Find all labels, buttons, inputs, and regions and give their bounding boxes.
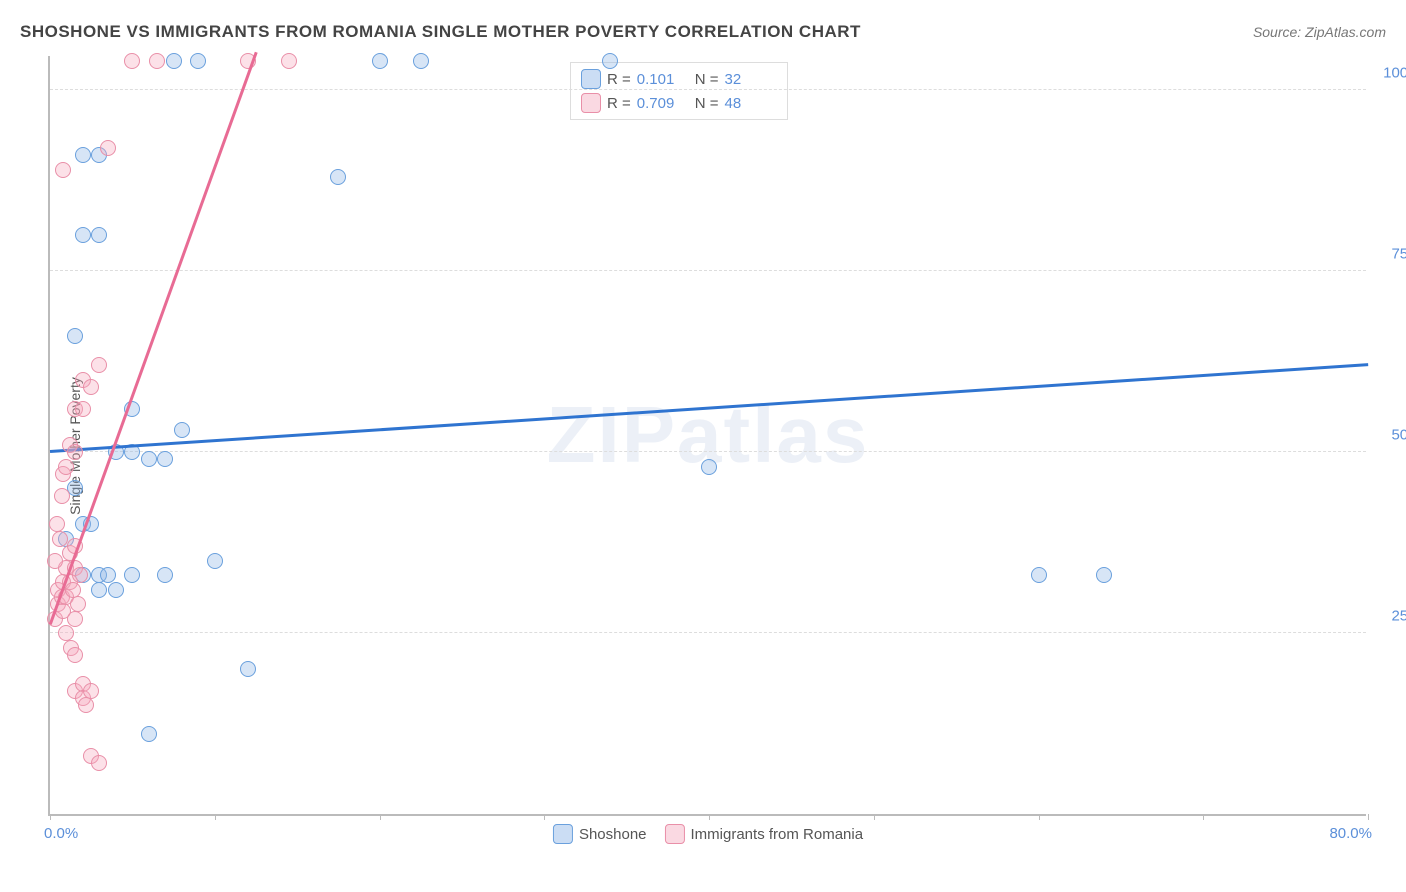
data-point [91, 357, 107, 373]
legend-stat-row: R = 0.101 N = 32 [581, 67, 777, 91]
data-point [78, 697, 94, 713]
chart-title: SHOSHONE VS IMMIGRANTS FROM ROMANIA SING… [20, 22, 861, 42]
data-point [67, 647, 83, 663]
data-point [240, 661, 256, 677]
data-point [52, 531, 68, 547]
data-point [83, 379, 99, 395]
x-tick-mark [215, 814, 216, 820]
data-point [91, 227, 107, 243]
data-point [75, 147, 91, 163]
data-point [55, 162, 71, 178]
n-label: N = [695, 95, 719, 112]
x-tick-mark [544, 814, 545, 820]
page: SHOSHONE VS IMMIGRANTS FROM ROMANIA SING… [0, 0, 1406, 892]
data-point [75, 227, 91, 243]
n-label: N = [695, 71, 719, 88]
data-point [1031, 567, 1047, 583]
data-point [91, 755, 107, 771]
legend-swatch [553, 824, 573, 844]
data-point [157, 451, 173, 467]
data-point [124, 567, 140, 583]
r-value: 0.101 [637, 71, 689, 88]
legend-series-item: Immigrants from Romania [665, 824, 864, 844]
data-point [49, 516, 65, 532]
grid-line [50, 451, 1366, 452]
data-point [701, 459, 717, 475]
r-value: 0.709 [637, 95, 689, 112]
data-point [67, 328, 83, 344]
legend-swatch [581, 93, 601, 113]
r-label: R = [607, 95, 631, 112]
n-value: 48 [725, 95, 777, 112]
data-point [100, 567, 116, 583]
x-tick-mark [1368, 814, 1369, 820]
data-point [166, 53, 182, 69]
legend-series-item: Shoshone [553, 824, 647, 844]
r-label: R = [607, 71, 631, 88]
x-tick-max: 80.0% [1329, 825, 1372, 842]
data-point [157, 567, 173, 583]
data-point [72, 567, 88, 583]
data-point [83, 683, 99, 699]
data-point [1096, 567, 1112, 583]
data-point [67, 611, 83, 627]
data-point [141, 726, 157, 742]
grid-line [50, 632, 1366, 633]
data-point [190, 53, 206, 69]
legend-stats: R = 0.101 N = 32 R = 0.709 N = 48 [570, 62, 788, 120]
data-point [330, 169, 346, 185]
x-tick-mark [1039, 814, 1040, 820]
data-point [602, 53, 618, 69]
data-point [207, 553, 223, 569]
n-value: 32 [725, 71, 777, 88]
data-point [149, 53, 165, 69]
x-tick-mark [50, 814, 51, 820]
legend-swatch [581, 69, 601, 89]
data-point [58, 459, 74, 475]
data-point [141, 451, 157, 467]
data-point [413, 53, 429, 69]
data-point [67, 444, 83, 460]
y-tick-label: 75.0% [1374, 246, 1406, 263]
grid-line [50, 89, 1366, 90]
data-point [91, 582, 107, 598]
data-point [47, 553, 63, 569]
x-tick-mark [874, 814, 875, 820]
data-point [174, 422, 190, 438]
data-point [124, 53, 140, 69]
data-point [54, 488, 70, 504]
data-point [70, 596, 86, 612]
title-bar: SHOSHONE VS IMMIGRANTS FROM ROMANIA SING… [20, 22, 1386, 42]
trend-line [50, 363, 1368, 452]
legend-stat-row: R = 0.709 N = 48 [581, 91, 777, 115]
plot-area: ZIPatlas 0.0% 80.0% R =0.101N =32R =0.70… [48, 56, 1366, 816]
data-point [108, 582, 124, 598]
legend-label: Shoshone [579, 826, 647, 843]
x-tick-min: 0.0% [44, 825, 78, 842]
x-tick-mark [380, 814, 381, 820]
y-tick-label: 100.0% [1374, 65, 1406, 82]
legend-swatch [665, 824, 685, 844]
x-tick-mark [709, 814, 710, 820]
legend-label: Immigrants from Romania [691, 826, 864, 843]
data-point [281, 53, 297, 69]
source-label: Source: ZipAtlas.com [1253, 24, 1386, 40]
data-point [372, 53, 388, 69]
y-tick-label: 25.0% [1374, 608, 1406, 625]
legend-series: Shoshone Immigrants from Romania [553, 824, 863, 844]
data-point [100, 140, 116, 156]
data-point [75, 401, 91, 417]
grid-line [50, 270, 1366, 271]
x-tick-mark [1203, 814, 1204, 820]
y-tick-label: 50.0% [1374, 427, 1406, 444]
